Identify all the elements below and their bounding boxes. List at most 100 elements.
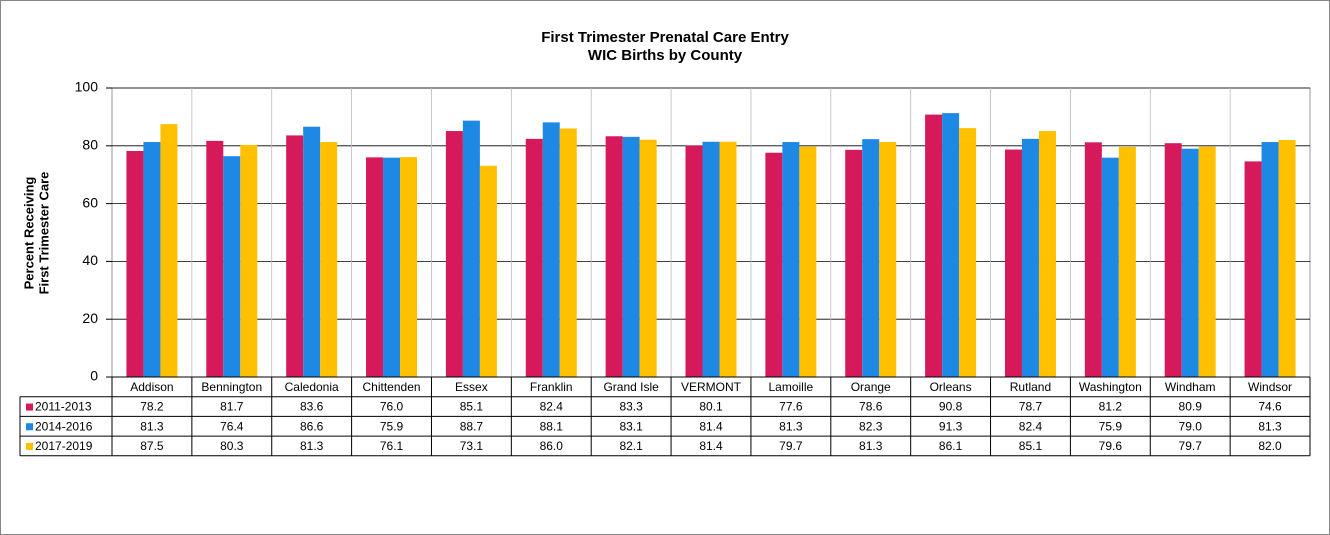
bar <box>286 135 304 377</box>
bar <box>143 142 161 377</box>
bar <box>559 128 577 377</box>
x-tick-label: Windsor <box>1248 380 1292 394</box>
data-label: 81.3 <box>779 419 803 433</box>
bar <box>126 151 144 377</box>
bar <box>1118 146 1136 377</box>
chart-title: First Trimester Prenatal Care Entry <box>541 29 789 46</box>
bar <box>1038 131 1056 377</box>
data-label: 81.3 <box>1258 419 1282 433</box>
x-tick-label: Chittenden <box>363 380 421 394</box>
bar <box>925 114 943 377</box>
data-label: 86.6 <box>300 419 324 433</box>
chart-subtitle: WIC Births by County <box>588 47 743 64</box>
bar <box>445 131 463 377</box>
data-label: 91.3 <box>939 419 963 433</box>
bar <box>525 138 543 377</box>
data-label: 75.9 <box>1099 419 1123 433</box>
data-label: 82.4 <box>540 400 564 414</box>
data-label: 80.9 <box>1179 400 1203 414</box>
bar <box>383 157 401 377</box>
bar <box>782 142 800 377</box>
y-axis-label-line: First Trimester Care <box>36 172 51 295</box>
bar <box>1198 146 1216 377</box>
data-label: 79.0 <box>1179 419 1203 433</box>
data-label: 81.7 <box>220 400 244 414</box>
x-tick-label: Washington <box>1079 380 1142 394</box>
bar <box>862 139 880 377</box>
data-label: 79.6 <box>1099 439 1123 453</box>
bar <box>1261 142 1279 377</box>
data-label: 78.7 <box>1019 400 1043 414</box>
data-label: 77.6 <box>779 400 803 414</box>
data-label: 79.7 <box>779 439 803 453</box>
bar <box>639 139 657 377</box>
x-tick-label: Windham <box>1165 380 1216 394</box>
y-tick-label: 80 <box>82 137 98 153</box>
x-tick-label: Rutland <box>1010 380 1051 394</box>
data-label: 74.6 <box>1258 400 1282 414</box>
data-label: 80.1 <box>699 400 723 414</box>
x-tick-label: Bennington <box>201 380 262 394</box>
data-label: 85.1 <box>1019 439 1043 453</box>
bar <box>719 141 737 377</box>
bar <box>605 136 623 377</box>
bar <box>1244 161 1262 377</box>
data-label: 82.4 <box>1019 419 1043 433</box>
bar <box>765 152 783 377</box>
data-label: 78.6 <box>859 400 883 414</box>
legend-label: 2014-2016 <box>35 419 93 433</box>
bar <box>1004 149 1022 377</box>
bar <box>320 142 338 377</box>
data-label: 82.3 <box>859 419 883 433</box>
data-label: 88.1 <box>540 419 564 433</box>
data-label: 81.2 <box>1099 400 1123 414</box>
legend-swatch <box>26 442 33 450</box>
bar <box>959 128 977 377</box>
bar <box>879 142 897 377</box>
data-label: 76.1 <box>380 439 404 453</box>
x-tick-label: Caledonia <box>285 380 339 394</box>
bar <box>462 120 480 378</box>
y-tick-label: 40 <box>82 252 98 268</box>
bar <box>240 144 258 377</box>
x-tick-label: VERMONT <box>681 380 742 394</box>
data-label: 76.0 <box>380 400 404 414</box>
bar <box>685 145 703 377</box>
data-label: 79.7 <box>1179 439 1203 453</box>
bar <box>799 146 817 377</box>
y-tick-label: 60 <box>82 194 98 210</box>
y-axis-label-line: Percent Receiving <box>21 177 36 290</box>
data-label: 88.7 <box>460 419 484 433</box>
bar <box>1278 140 1296 377</box>
bar <box>400 157 418 377</box>
bar <box>1181 148 1199 377</box>
data-label: 75.9 <box>380 419 404 433</box>
bar <box>160 124 178 377</box>
data-label: 86.1 <box>939 439 963 453</box>
bar <box>1101 157 1119 377</box>
data-label: 81.3 <box>140 419 164 433</box>
x-tick-label: Franklin <box>530 380 573 394</box>
data-label: 86.0 <box>540 439 564 453</box>
x-tick-label: Orleans <box>930 380 972 394</box>
bar <box>223 156 241 377</box>
data-label: 81.4 <box>699 439 723 453</box>
legend-label: 2017-2019 <box>35 439 93 453</box>
bar <box>1164 143 1182 377</box>
data-label: 85.1 <box>460 400 484 414</box>
bar <box>845 149 863 377</box>
data-label: 78.2 <box>140 400 164 414</box>
data-label: 81.3 <box>859 439 883 453</box>
y-tick-label: 100 <box>75 79 99 95</box>
y-tick-label: 20 <box>82 310 98 326</box>
data-label: 87.5 <box>140 439 164 453</box>
bar <box>702 141 720 377</box>
bar <box>479 165 497 377</box>
x-tick-label: Orange <box>851 380 891 394</box>
y-axis-label: Percent Receiving First Trimester Care <box>21 172 51 295</box>
y-tick-label: 0 <box>90 368 98 384</box>
data-label: 81.3 <box>300 439 324 453</box>
data-label: 83.1 <box>619 419 643 433</box>
bar <box>303 126 321 377</box>
